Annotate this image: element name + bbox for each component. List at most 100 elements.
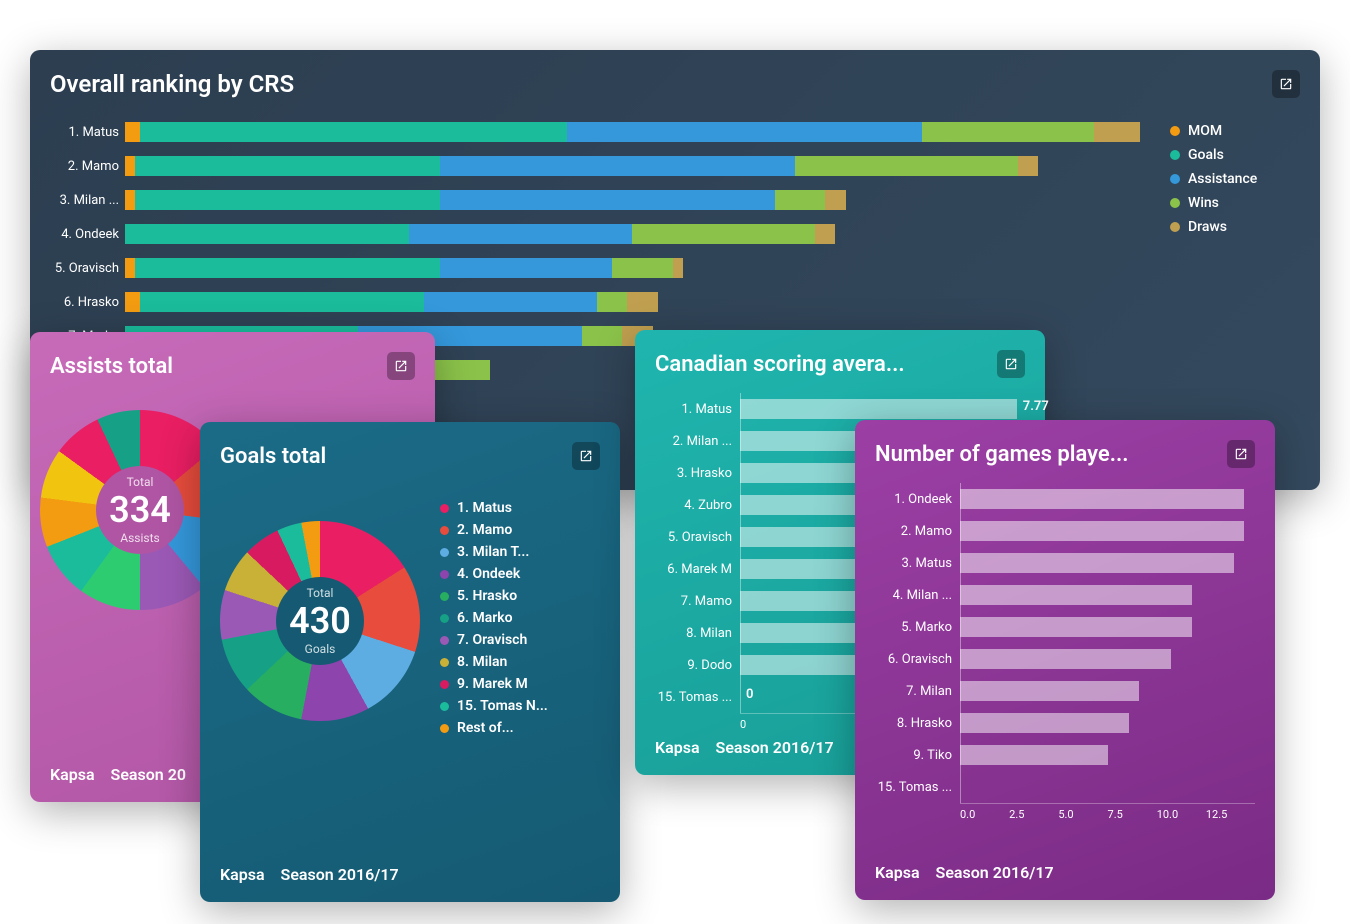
legend-dot — [1170, 198, 1180, 208]
hbar-label: 6. Oravisch — [875, 652, 960, 667]
bar-track — [125, 258, 1140, 278]
legend-item: Assistance — [1170, 171, 1300, 187]
legend-dot — [1170, 174, 1180, 184]
bar-label: 5. Oravisch — [50, 261, 125, 276]
hbar-label: 4. Zubro — [655, 498, 740, 513]
share-button[interactable] — [997, 350, 1025, 378]
hbar-label: 15. Tomas ... — [875, 780, 960, 795]
legend-dot — [440, 570, 449, 579]
card-footer: Kapsa Season 2016/17 — [655, 738, 834, 757]
bar-segment — [922, 122, 1095, 142]
hbar-fill — [960, 745, 1108, 765]
share-icon — [1279, 77, 1293, 91]
legend-item: 7. Oravisch — [440, 632, 548, 648]
hbar-label: 5. Marko — [875, 620, 960, 635]
legend-label: 7. Oravisch — [457, 632, 527, 648]
hbar-fill — [960, 617, 1192, 637]
donut-container: Total 430 Goals 1. Matus 2. Mamo 3. Milan … — [220, 500, 600, 742]
bar-segment — [627, 292, 657, 312]
hbar-fill — [960, 681, 1139, 701]
season-label: Season 2016/17 — [716, 738, 834, 757]
bar-segment — [140, 292, 424, 312]
legend-item: 3. Milan T... — [440, 544, 548, 560]
donut-legend: 1. Matus 2. Mamo 3. Milan T... 4. Ondeek 5. … — [440, 500, 548, 742]
center-value: 334 — [109, 489, 171, 531]
x-tick: 10.0 — [1157, 808, 1206, 821]
hbar-fill — [960, 489, 1244, 509]
hbar-label: 2. Mamo — [875, 524, 960, 539]
hbar-label: 8. Milan — [655, 626, 740, 641]
center-bottom-label: Goals — [289, 642, 351, 656]
legend-dot — [1170, 126, 1180, 136]
legend-item: MOM — [1170, 123, 1300, 139]
bar-segment — [424, 292, 597, 312]
legend-item: Wins — [1170, 195, 1300, 211]
team-label: Kapsa — [50, 765, 95, 784]
legend-label: Assistance — [1188, 171, 1257, 187]
bar-segment — [632, 224, 815, 244]
x-axis: 0.02.55.07.510.012.5 — [960, 803, 1255, 821]
bar-segment — [582, 326, 623, 346]
hbar-track — [960, 681, 1255, 701]
share-icon — [579, 449, 593, 463]
hbar-label: 8. Hrasko — [875, 716, 960, 731]
donut-center: Total 334 Assists — [109, 475, 171, 545]
bar-track — [125, 156, 1140, 176]
bar-row: 1. Matus — [50, 118, 1140, 146]
bar-track — [125, 190, 1140, 210]
hbar-track — [960, 617, 1255, 637]
bar-row: 2. Mamo — [50, 152, 1140, 180]
legend-item: 9. Marek M — [440, 676, 548, 692]
card-footer: Kapsa Season 2016/17 — [875, 863, 1054, 882]
hbar-label: 6. Marek M — [655, 562, 740, 577]
bar-segment — [597, 292, 627, 312]
legend-dot — [440, 702, 449, 711]
legend-item: Rest of... — [440, 720, 548, 736]
legend-dot — [440, 636, 449, 645]
bar-segment — [429, 360, 490, 380]
hbar-track: 7.77 — [740, 399, 1025, 419]
hbar-label: 1. Matus — [655, 402, 740, 417]
legend-item: Draws — [1170, 219, 1300, 235]
hbar-fill — [740, 399, 1017, 419]
hbar-label: 3. Hrasko — [655, 466, 740, 481]
legend-item: 4. Ondeek — [440, 566, 548, 582]
share-button[interactable] — [572, 442, 600, 470]
bar-segment — [440, 190, 775, 210]
team-label: Kapsa — [220, 865, 265, 884]
hbar-row: 1. Ondeek — [875, 483, 1255, 515]
legend-label: 5. Hrasko — [457, 588, 517, 604]
bar-row: 6. Hrasko — [50, 288, 1140, 316]
goals-donut: Total 430 Goals — [220, 521, 420, 721]
share-button[interactable] — [1227, 440, 1255, 468]
legend-label: Rest of... — [457, 720, 514, 736]
chart-legend: MOMGoalsAssistanceWinsDraws — [1170, 118, 1300, 390]
bar-segment — [125, 190, 135, 210]
hbar-fill — [960, 585, 1192, 605]
season-label: Season 2016/17 — [936, 863, 1054, 882]
share-button[interactable] — [387, 352, 415, 380]
legend-label: 6. Marko — [457, 610, 513, 626]
legend-label: Wins — [1188, 195, 1219, 211]
legend-item: 2. Mamo — [440, 522, 548, 538]
bar-row: 4. Ondeek — [50, 220, 1140, 248]
share-button[interactable] — [1272, 70, 1300, 98]
season-label: Season 20 — [111, 765, 186, 784]
legend-label: 1. Matus — [457, 500, 512, 516]
hbar-track — [960, 585, 1255, 605]
bars-area: 1. Ondeek2. Mamo3. Matus4. Milan ...5. M… — [875, 483, 1255, 803]
legend-label: 8. Milan — [457, 654, 507, 670]
hbar-track — [960, 777, 1255, 797]
hbar-value: 7.77 — [1023, 399, 1049, 414]
hbar-fill — [960, 713, 1129, 733]
card-header: Canadian scoring avera... — [655, 350, 1025, 378]
card-title: Overall ranking by CRS — [50, 70, 294, 98]
legend-item: 8. Milan — [440, 654, 548, 670]
card-header: Overall ranking by CRS — [50, 70, 1300, 98]
x-tick: 12.5 — [1206, 808, 1255, 821]
legend-label: Draws — [1188, 219, 1227, 235]
legend-label: 3. Milan T... — [457, 544, 529, 560]
x-tick: 5.0 — [1058, 808, 1107, 821]
card-header: Assists total — [50, 352, 415, 380]
bar-segment — [673, 258, 683, 278]
